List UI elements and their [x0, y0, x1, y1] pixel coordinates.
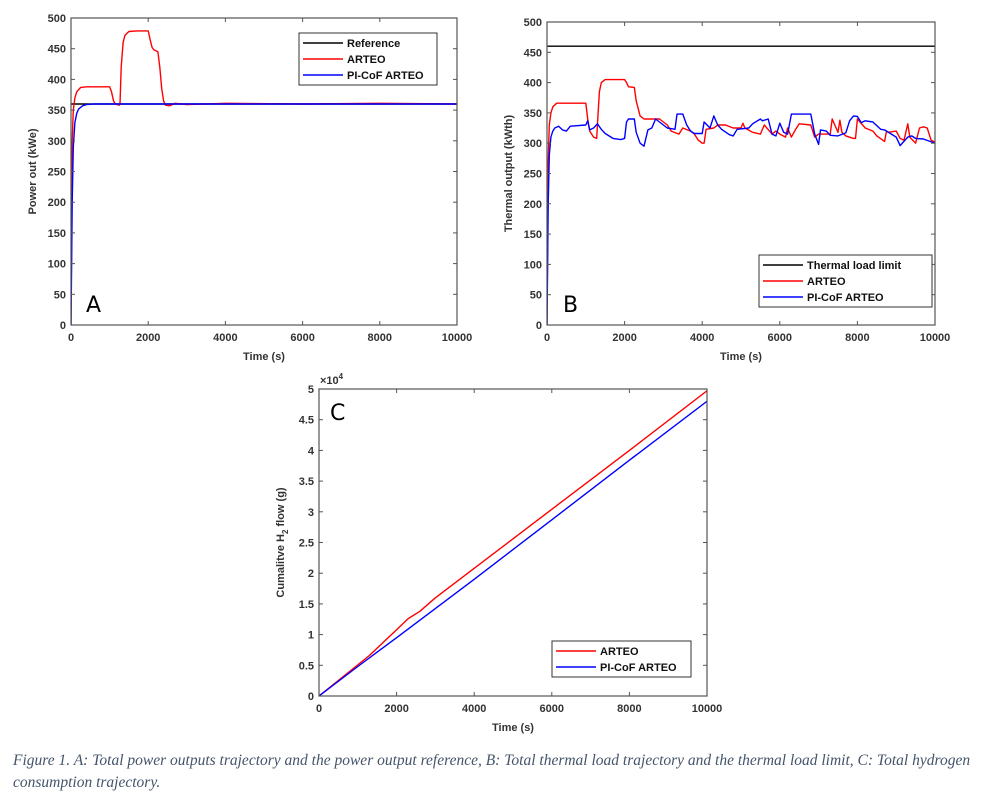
- panel-label: B: [563, 293, 578, 318]
- y-axis-label-suffix: flow (g): [275, 487, 287, 529]
- y-axis-label-prefix: Cumalitve H: [275, 534, 287, 598]
- panel-label: C: [330, 401, 345, 426]
- legend: ARTEO PI-CoF ARTEO: [551, 640, 692, 678]
- y-tick-label: 450: [48, 44, 66, 56]
- series-line-pi-cof-arteo: [71, 103, 457, 325]
- x-tick-label: 6000: [768, 332, 792, 344]
- y-tick-label: 0.5: [299, 660, 314, 672]
- series-group: [319, 390, 707, 696]
- x-tick-label: 0: [68, 332, 74, 344]
- y-axis-label: Thermal output (kWth): [503, 115, 515, 233]
- x-tick-label: 0: [544, 332, 550, 344]
- y-axis-label: Cumalitve H2 flow (g): [275, 487, 290, 598]
- y-tick-label: 450: [524, 47, 542, 59]
- y-tick-label: 350: [524, 108, 542, 120]
- x-tick-label: 2000: [136, 332, 160, 344]
- x-tick-label: 8000: [617, 703, 641, 715]
- series-line-arteo: [319, 390, 707, 696]
- legend: Thermal load limit ARTEO PI-CoF ARTEO: [758, 254, 933, 308]
- y-tick-label: 3: [308, 507, 314, 519]
- x-axis-label: Time (s): [720, 351, 762, 363]
- chart-b-thermal-output: 0 2000 4000 6000 8000 10000 0 50 100 150 200 250 300…: [503, 17, 950, 363]
- y-tick-label: 500: [48, 13, 66, 25]
- y-tick-label: 50: [54, 289, 66, 301]
- y-tick-label: 100: [48, 259, 66, 271]
- x-tick-label: 10000: [692, 703, 723, 715]
- y-tick-label: 200: [524, 199, 542, 211]
- legend-label: PI-CoF ARTEO: [807, 292, 884, 304]
- y-tick-label: 150: [524, 229, 542, 241]
- x-tick-label: 0: [316, 703, 322, 715]
- y-tick-label: 350: [48, 105, 66, 117]
- y-axis-label-subscript: 2: [281, 529, 290, 534]
- y-tick-label: 0: [308, 691, 314, 703]
- x-tick-label: 6000: [290, 332, 314, 344]
- legend-label: PI-CoF ARTEO: [347, 70, 424, 82]
- panel-label: A: [86, 293, 101, 318]
- series-group: [547, 45, 935, 325]
- series-line-pi-cof-arteo: [319, 400, 707, 696]
- x-tick-label: 4000: [690, 332, 714, 344]
- x-tick-label: 8000: [368, 332, 392, 344]
- x-tick-label: 2000: [612, 332, 636, 344]
- x-tick-label: 8000: [845, 332, 869, 344]
- y-exponent-power: 4: [339, 372, 344, 381]
- y-tick-label: 150: [48, 228, 66, 240]
- y-tick-label: 400: [524, 78, 542, 90]
- legend-label: ARTEO: [600, 646, 639, 658]
- chart-c-cumulative-h2: 0 2000 4000 6000 8000 10000 0 0.5 1 1.5 2 2.5 3 3.5 4 4…: [275, 372, 722, 734]
- y-tick-label: 50: [530, 290, 542, 302]
- figure-canvas: 0 2000 4000 6000 8000 10000050100150200250300…: [27, 13, 950, 734]
- x-tick-label: 4000: [462, 703, 486, 715]
- y-tick-label: 2.5: [299, 538, 314, 550]
- x-tick-label: 10000: [442, 332, 473, 344]
- x-tick-label: 10000: [920, 332, 951, 344]
- figure-caption: Figure 1. A: Total power outputs traject…: [13, 752, 971, 791]
- y-tick-label: 300: [48, 136, 66, 148]
- y-tick-label: 400: [48, 74, 66, 86]
- x-tick-label: 6000: [540, 703, 564, 715]
- chart-a-power-output: 0 2000 4000 6000 8000 10000 0 50 100 150 200 250 300…: [27, 13, 472, 363]
- legend-label: ARTEO: [347, 54, 386, 66]
- y-tick-label: 4.5: [299, 415, 314, 427]
- y-tick-label: 1.5: [299, 599, 314, 611]
- y-exponent-label: ×104: [320, 372, 344, 387]
- y-tick-label: 0: [60, 320, 66, 332]
- legend-label: Thermal load limit: [807, 260, 901, 272]
- y-tick-label: 0: [536, 320, 542, 332]
- series-line-pi-cof-arteo: [547, 113, 935, 325]
- series-line-arteo: [547, 78, 935, 325]
- y-axis-label: Power out (kWe): [27, 128, 39, 214]
- y-tick-label: 4: [308, 445, 315, 457]
- y-tick-label: 250: [48, 167, 66, 179]
- y-tick-label: 300: [524, 138, 542, 150]
- legend-label: ARTEO: [807, 276, 846, 288]
- x-axis-label: Time (s): [243, 351, 285, 363]
- legend-label: PI-CoF ARTEO: [600, 662, 677, 674]
- y-tick-label: 100: [524, 259, 542, 271]
- y-exponent-base: ×10: [320, 375, 339, 387]
- y-tick-label: 500: [524, 17, 542, 29]
- x-axis-label: Time (s): [492, 722, 534, 734]
- y-tick-label: 3.5: [299, 476, 314, 488]
- y-tick-label: 200: [48, 197, 66, 209]
- x-tick-label: 2000: [384, 703, 408, 715]
- y-tick-label: 5: [308, 384, 314, 396]
- y-tick-label: 2: [308, 568, 314, 580]
- y-tick-label: 1: [308, 630, 314, 642]
- series-group: [71, 30, 457, 325]
- legend-label: Reference: [347, 38, 400, 50]
- legend: Reference ARTEO PI-CoF ARTEO: [298, 32, 438, 86]
- y-tick-label: 250: [524, 169, 542, 181]
- x-tick-label: 4000: [213, 332, 237, 344]
- legend-box: [551, 640, 692, 678]
